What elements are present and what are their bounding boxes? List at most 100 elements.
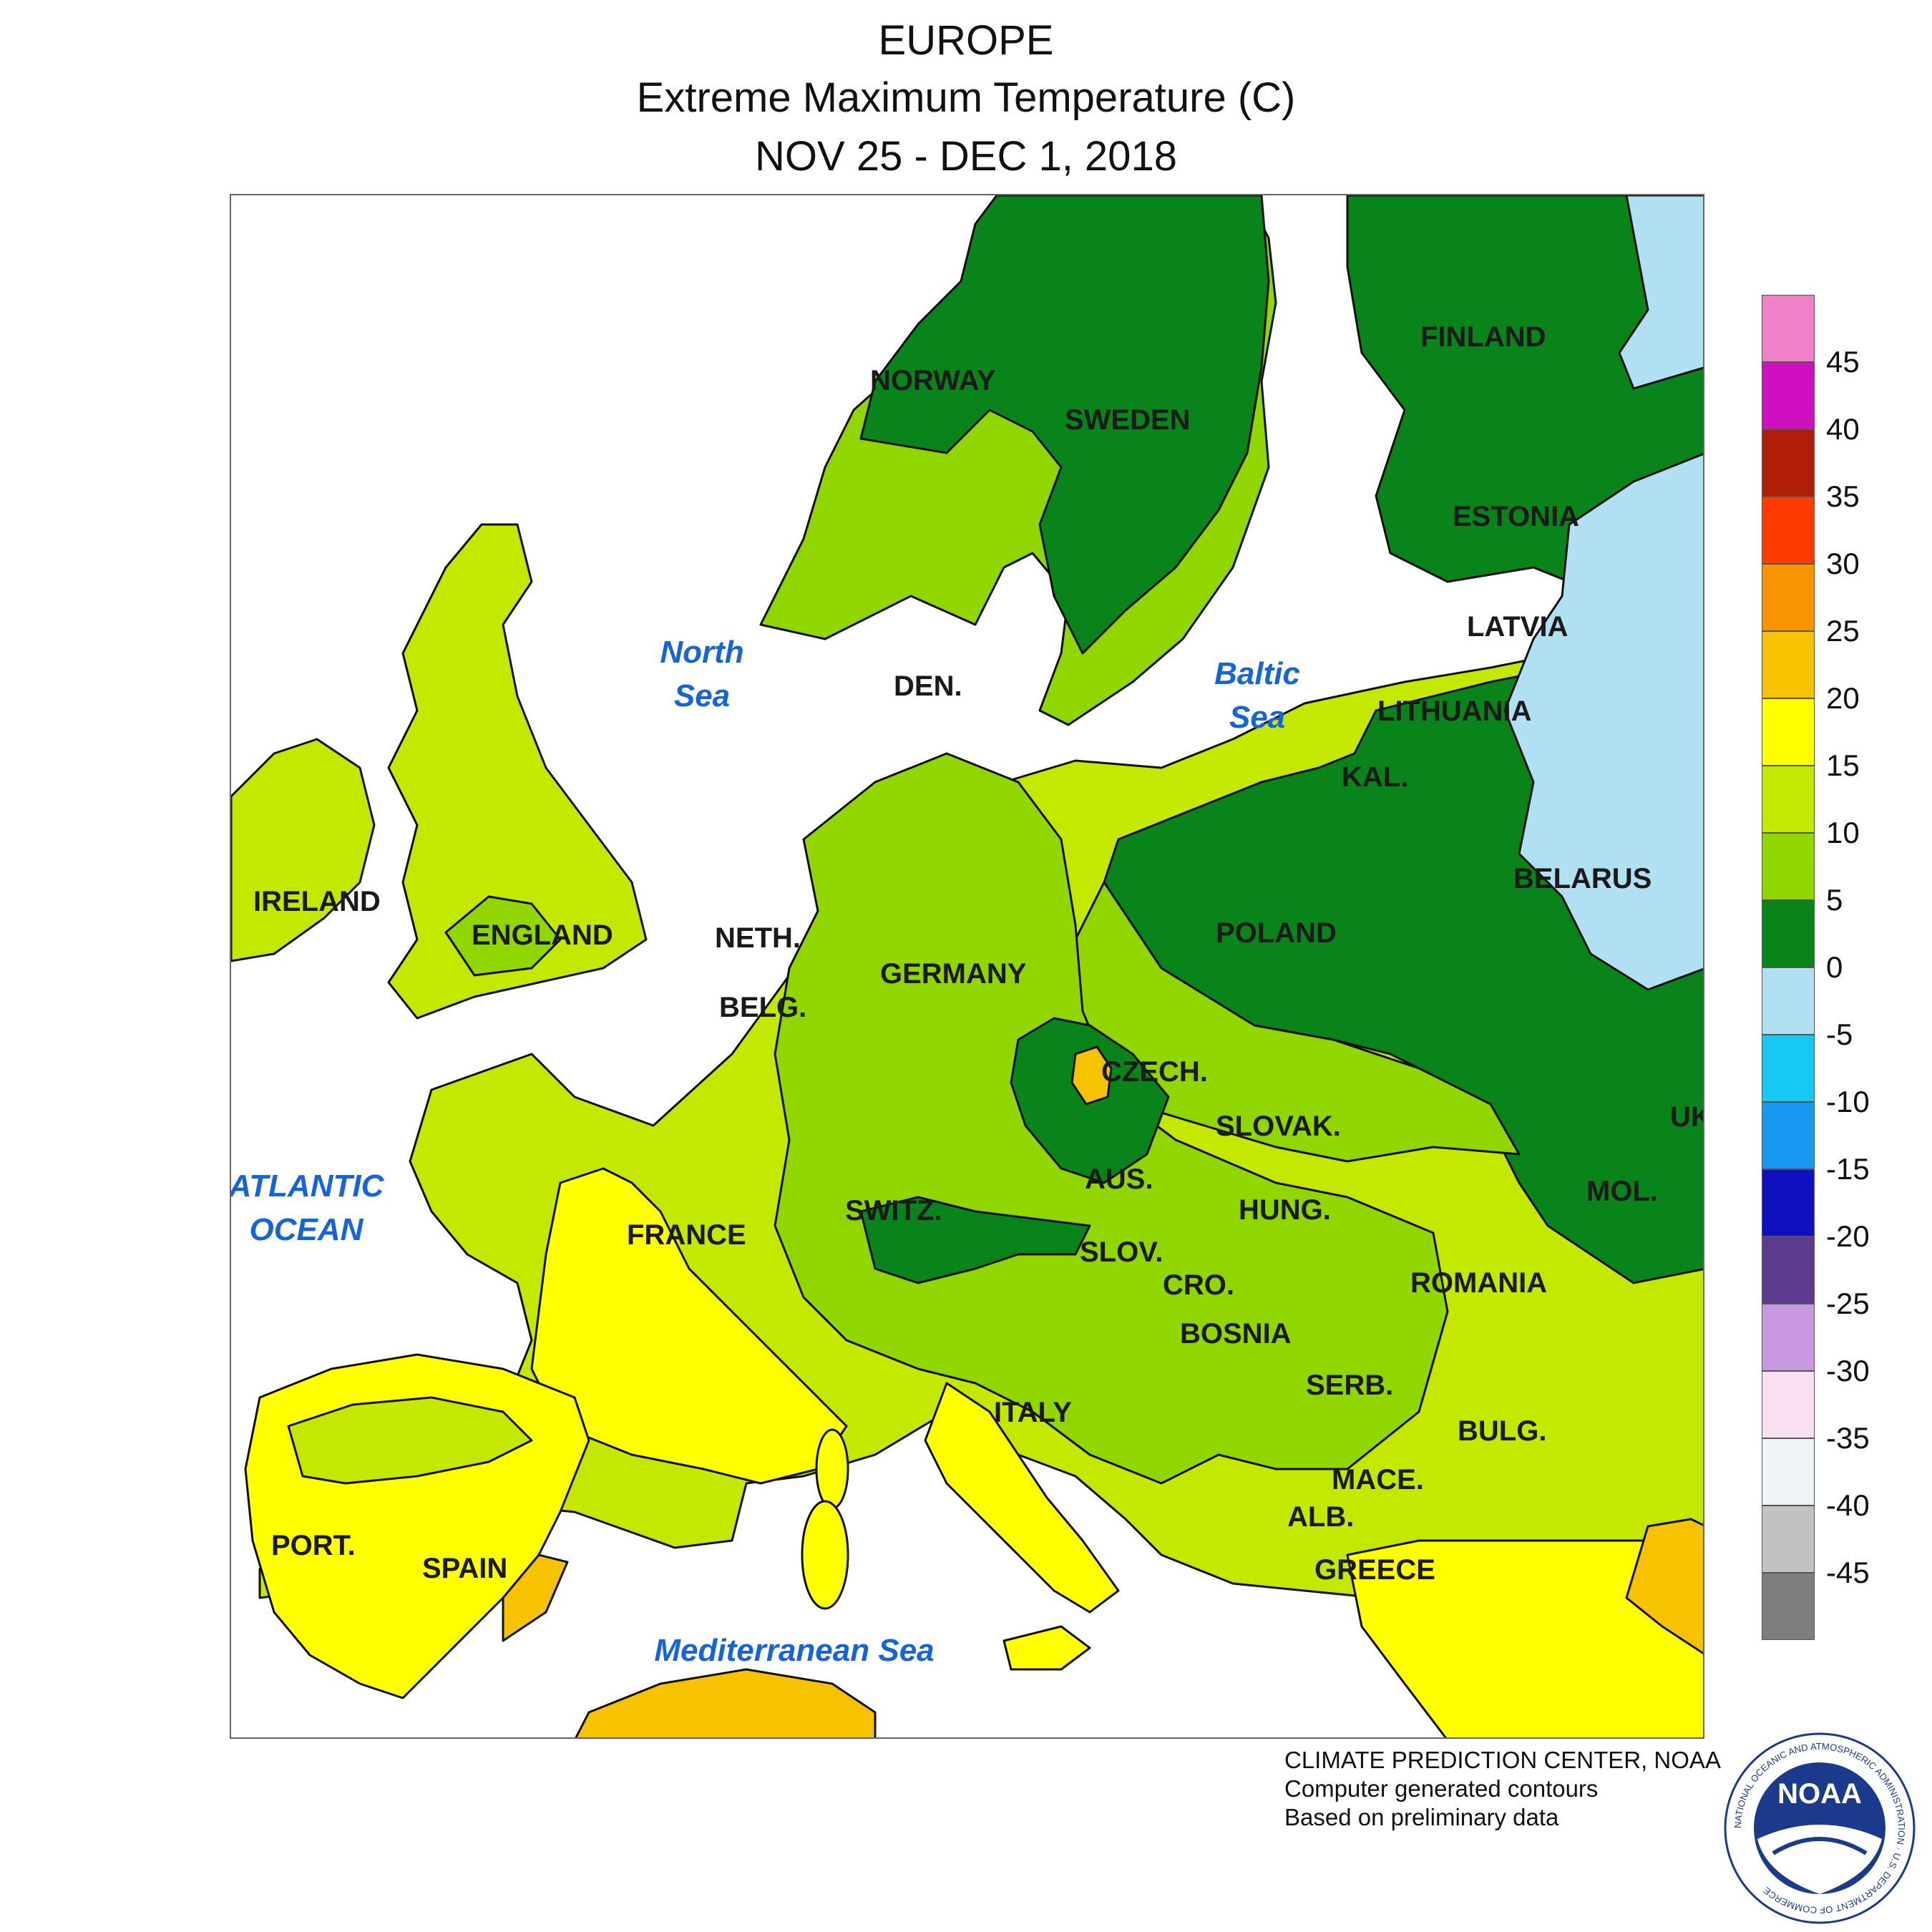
iberia-interior xyxy=(287,1396,533,1485)
sicily xyxy=(1002,1625,1091,1671)
scandinavia-cold-core xyxy=(859,195,1270,655)
label-netherlands: NETH. xyxy=(715,922,801,954)
legend-swatch xyxy=(1762,967,1815,1035)
label-france: FRANCE xyxy=(627,1219,746,1251)
label-mediterranean: Mediterranean Sea xyxy=(654,1633,934,1668)
label-macedonia: MACE. xyxy=(1332,1464,1424,1496)
legend-swatch xyxy=(1762,1438,1815,1506)
legend-label: -20 xyxy=(1826,1219,1870,1253)
label-serbia: SERB. xyxy=(1306,1370,1393,1401)
belarus-subzero xyxy=(1503,452,1703,991)
legend-label: -5 xyxy=(1826,1018,1853,1051)
label-croatia: CRO. xyxy=(1163,1269,1234,1301)
label-greece: GREECE xyxy=(1314,1554,1435,1586)
label-ireland: IRELAND xyxy=(253,886,381,917)
legend-label: 35 xyxy=(1826,479,1860,513)
map-subtitle: Extreme Maximum Temperature (C) xyxy=(636,74,1296,121)
label-switzerland: SWITZ. xyxy=(845,1195,942,1226)
label-lithuania: LITHUANIA xyxy=(1377,696,1532,727)
alps-cold xyxy=(859,1196,1091,1284)
label-italy: ITALY xyxy=(994,1397,1072,1428)
legend-label: -25 xyxy=(1826,1287,1870,1320)
label-north-sea-1: North xyxy=(660,635,743,670)
label-atlantic-1: ATLANTIC xyxy=(231,1169,385,1204)
legend-swatch xyxy=(1762,766,1815,833)
legend-label: 25 xyxy=(1826,614,1860,648)
italy-warm xyxy=(924,1382,1120,1614)
greece-warm xyxy=(1346,1539,1703,1737)
legend-swatch xyxy=(1762,497,1815,564)
map-panel: NORWAY SWEDEN FINLAND ESTONIA LATVIA LIT… xyxy=(230,194,1704,1739)
britain-land xyxy=(387,523,648,1020)
label-north-sea-2: Sea xyxy=(674,678,730,713)
legend-label: 10 xyxy=(1826,816,1860,849)
legend-label: 40 xyxy=(1826,412,1860,446)
legend-label: 5 xyxy=(1826,883,1843,917)
legend-swatch xyxy=(1762,1035,1815,1102)
label-baltic-sea-1: Baltic xyxy=(1214,656,1300,691)
label-kal: KAL. xyxy=(1342,761,1408,793)
legend-swatch xyxy=(1762,698,1815,766)
label-atlantic-2: OCEAN xyxy=(250,1212,364,1247)
label-uk: UK xyxy=(1670,1101,1704,1133)
temperature-map: NORWAY SWEDEN FINLAND ESTONIA LATVIA LIT… xyxy=(231,195,1704,1737)
label-latvia: LATVIA xyxy=(1467,611,1568,643)
label-czech: CZECH. xyxy=(1101,1056,1208,1088)
legend-swatch xyxy=(1762,362,1815,429)
label-england: ENGLAND xyxy=(472,919,613,951)
logo-text: NOAA xyxy=(1777,1778,1862,1810)
legend-label: 30 xyxy=(1826,547,1860,580)
label-germany: GERMANY xyxy=(880,958,1027,990)
legend-label: -30 xyxy=(1826,1354,1870,1387)
credits: CLIMATE PREDICTION CENTER, NOAA Computer… xyxy=(1284,1746,1721,1832)
label-belarus: BELARUS xyxy=(1513,863,1652,894)
label-poland: POLAND xyxy=(1216,917,1337,949)
turkey-hot xyxy=(1625,1518,1703,1655)
legend-swatch xyxy=(1762,1573,1815,1640)
label-bulgaria: BULG. xyxy=(1458,1415,1546,1447)
legend-swatch xyxy=(1762,1371,1815,1438)
label-moldova: MOL. xyxy=(1586,1176,1658,1207)
legend-label: -35 xyxy=(1826,1421,1870,1455)
legend-label: 0 xyxy=(1826,950,1843,984)
noaa-logo-icon: NATIONAL OCEANIC AND ATMOSPHERIC ADMINIS… xyxy=(1724,1732,1916,1924)
legend-swatch xyxy=(1762,1102,1815,1169)
legend-swatch xyxy=(1762,295,1815,362)
legend-label: -40 xyxy=(1826,1488,1870,1522)
sardinia xyxy=(801,1500,849,1610)
legend-swatch xyxy=(1762,1304,1815,1371)
label-baltic-sea-2: Sea xyxy=(1229,700,1285,735)
label-sweden: SWEDEN xyxy=(1065,404,1191,436)
legend-swatch xyxy=(1762,900,1815,967)
credit-line-1: CLIMATE PREDICTION CENTER, NOAA xyxy=(1284,1747,1721,1773)
country-labels: NORWAY SWEDEN FINLAND ESTONIA LATVIA LIT… xyxy=(253,321,1704,1586)
credit-line-3: Based on preliminary data xyxy=(1284,1804,1559,1830)
legend-label: 20 xyxy=(1826,681,1860,715)
label-norway: NORWAY xyxy=(870,365,996,396)
map-title: EUROPE xyxy=(878,17,1054,64)
date-range: NOV 25 - DEC 1, 2018 xyxy=(755,133,1177,180)
legend-swatch xyxy=(1762,564,1815,631)
label-denmark: DEN. xyxy=(894,670,962,702)
label-estonia: ESTONIA xyxy=(1453,501,1579,532)
label-albania: ALB. xyxy=(1287,1501,1354,1533)
legend-swatch xyxy=(1762,631,1815,698)
label-romania: ROMANIA xyxy=(1410,1267,1547,1299)
corsica xyxy=(815,1428,849,1510)
label-slovakia: SLOVAK. xyxy=(1216,1111,1341,1142)
legend-swatch xyxy=(1762,1506,1815,1573)
legend-label: -10 xyxy=(1826,1085,1870,1118)
label-austria: AUS. xyxy=(1085,1163,1153,1195)
label-finland: FINLAND xyxy=(1420,321,1546,353)
czech-warm-peak xyxy=(1070,1045,1113,1106)
label-spain: SPAIN xyxy=(422,1553,507,1584)
legend-label: -15 xyxy=(1826,1152,1870,1186)
label-hungary: HUNG. xyxy=(1239,1194,1331,1226)
spain-hot xyxy=(502,1553,569,1642)
label-bosnia: BOSNIA xyxy=(1180,1318,1292,1350)
legend-label: 45 xyxy=(1826,345,1860,379)
sea-labels: North Sea Baltic Sea ATLANTIC OCEAN Medi… xyxy=(231,635,1300,1668)
ireland-land xyxy=(231,738,376,962)
label-portugal: PORT. xyxy=(271,1530,356,1561)
credit-line-2: Computer generated contours xyxy=(1284,1775,1599,1802)
